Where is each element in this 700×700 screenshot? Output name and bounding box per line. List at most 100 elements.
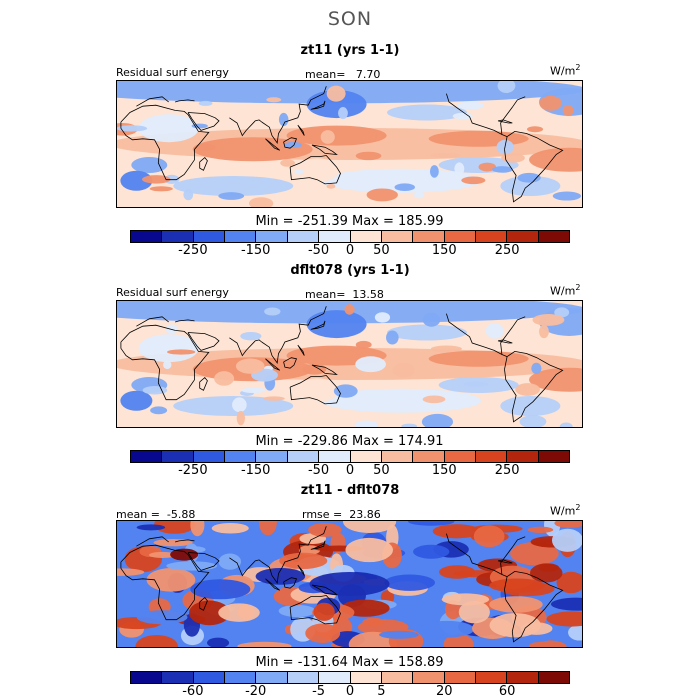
- colorbar-swatch: [507, 231, 539, 242]
- field-blob: [428, 350, 529, 367]
- field-blob: [211, 522, 249, 534]
- field-blob: [166, 349, 196, 355]
- colorbar-swatch: [287, 672, 320, 683]
- panel-1-variable-label: Residual surf energy: [116, 66, 229, 79]
- colorbar-swatch: [350, 231, 382, 242]
- field-blob: [429, 165, 439, 178]
- panel-1-min-max: Min = -251.39 Max = 185.99: [255, 214, 444, 229]
- field-blob: [120, 390, 153, 411]
- field-blob: [452, 112, 473, 120]
- field-blob: [408, 521, 455, 526]
- field-blob: [165, 324, 178, 334]
- field-blob: [136, 524, 166, 531]
- field-blob: [519, 415, 547, 427]
- panel-2-units: W/m2: [550, 283, 580, 298]
- field-blob: [554, 521, 582, 528]
- colorbar-swatch: [538, 451, 570, 462]
- field-blob: [439, 565, 476, 579]
- colorbar-tick-label: 50: [373, 243, 390, 258]
- field-blob: [192, 137, 313, 162]
- panel-3-units-sup: 2: [575, 503, 581, 512]
- colorbar-swatch: [413, 231, 445, 242]
- field-blob: [538, 324, 549, 339]
- field-blob: [283, 141, 302, 149]
- coastline: [265, 578, 281, 591]
- coastline: [199, 597, 208, 611]
- colorbar-tick-label: 250: [494, 243, 520, 258]
- colorbar-swatch: [538, 231, 570, 242]
- coastline: [187, 552, 220, 571]
- field-blob: [136, 610, 188, 625]
- field-blob: [430, 152, 461, 158]
- coastline: [297, 564, 305, 576]
- colorbar-swatch: [225, 231, 257, 242]
- field-blob: [264, 307, 281, 316]
- colorbar-tick-label: 50: [373, 463, 390, 478]
- field-blob: [138, 334, 199, 363]
- field-blob: [120, 170, 153, 191]
- coastline: [289, 155, 341, 185]
- colorbar-swatch: [381, 231, 414, 242]
- coastline: [289, 595, 341, 625]
- coastline: [136, 316, 169, 327]
- colorbar-swatch: [193, 231, 226, 242]
- panel-2-title: dflt078 (yrs 1-1): [290, 263, 410, 278]
- colorbar-tick-label: -150: [240, 463, 271, 478]
- colorbar-swatch: [256, 451, 288, 462]
- field-blob: [384, 574, 435, 591]
- field-blob: [526, 126, 544, 133]
- coastline: [187, 112, 220, 131]
- coastline: [136, 536, 169, 547]
- field-blob: [232, 397, 247, 413]
- field-blob: [117, 568, 145, 576]
- colorbar-swatch: [350, 451, 382, 462]
- field-blob: [149, 551, 176, 559]
- coastline: [261, 526, 327, 584]
- colorbar-tick-label: 60: [498, 684, 516, 699]
- field-blob: [546, 611, 582, 627]
- colorbar-swatch: [193, 672, 226, 683]
- coastline: [497, 119, 513, 124]
- colorbar-swatch: [225, 672, 257, 683]
- coastline: [310, 320, 326, 330]
- field-blob: [497, 81, 516, 93]
- colorbar-swatch: [256, 231, 288, 242]
- coastline: [120, 324, 210, 401]
- panel-2-min-max: Min = -229.86 Max = 174.91: [255, 434, 444, 449]
- field-blob: [500, 176, 561, 196]
- colorbar-swatch: [350, 672, 382, 683]
- coastline: [289, 375, 341, 405]
- coastline: [174, 319, 195, 323]
- field-blob: [489, 613, 541, 638]
- field-blob: [501, 153, 525, 163]
- panel-3-units: W/m2: [550, 503, 580, 518]
- field-blob: [392, 363, 415, 378]
- coastline: [187, 332, 220, 351]
- field-blob: [355, 356, 386, 373]
- field-blob: [240, 331, 262, 341]
- colorbar-swatch: [381, 451, 414, 462]
- coastline: [261, 86, 327, 144]
- field-blob: [326, 183, 336, 189]
- field-blob: [142, 175, 171, 184]
- panel-1-units-base: W/m: [550, 64, 576, 78]
- field-blob: [552, 191, 582, 201]
- coastline: [229, 557, 262, 577]
- colorbar-swatch: [444, 451, 476, 462]
- coastline: [229, 117, 262, 137]
- field-blob: [489, 596, 543, 613]
- field-blob: [295, 158, 340, 183]
- field-blob: [188, 600, 230, 626]
- coastline: [497, 339, 513, 344]
- coastline: [311, 584, 338, 596]
- coastline: [120, 544, 210, 621]
- field-blob: [394, 183, 415, 192]
- field-blob: [343, 521, 397, 534]
- coastline: [297, 124, 305, 136]
- field-blob: [278, 604, 316, 618]
- coastline: [174, 539, 195, 543]
- panel-1-units-sup: 2: [575, 63, 581, 72]
- panel-1-colorbar-ticks: -250 -150 -50 0 50 150 250: [130, 243, 570, 259]
- field-blob: [197, 143, 216, 151]
- field-blob: [321, 388, 482, 413]
